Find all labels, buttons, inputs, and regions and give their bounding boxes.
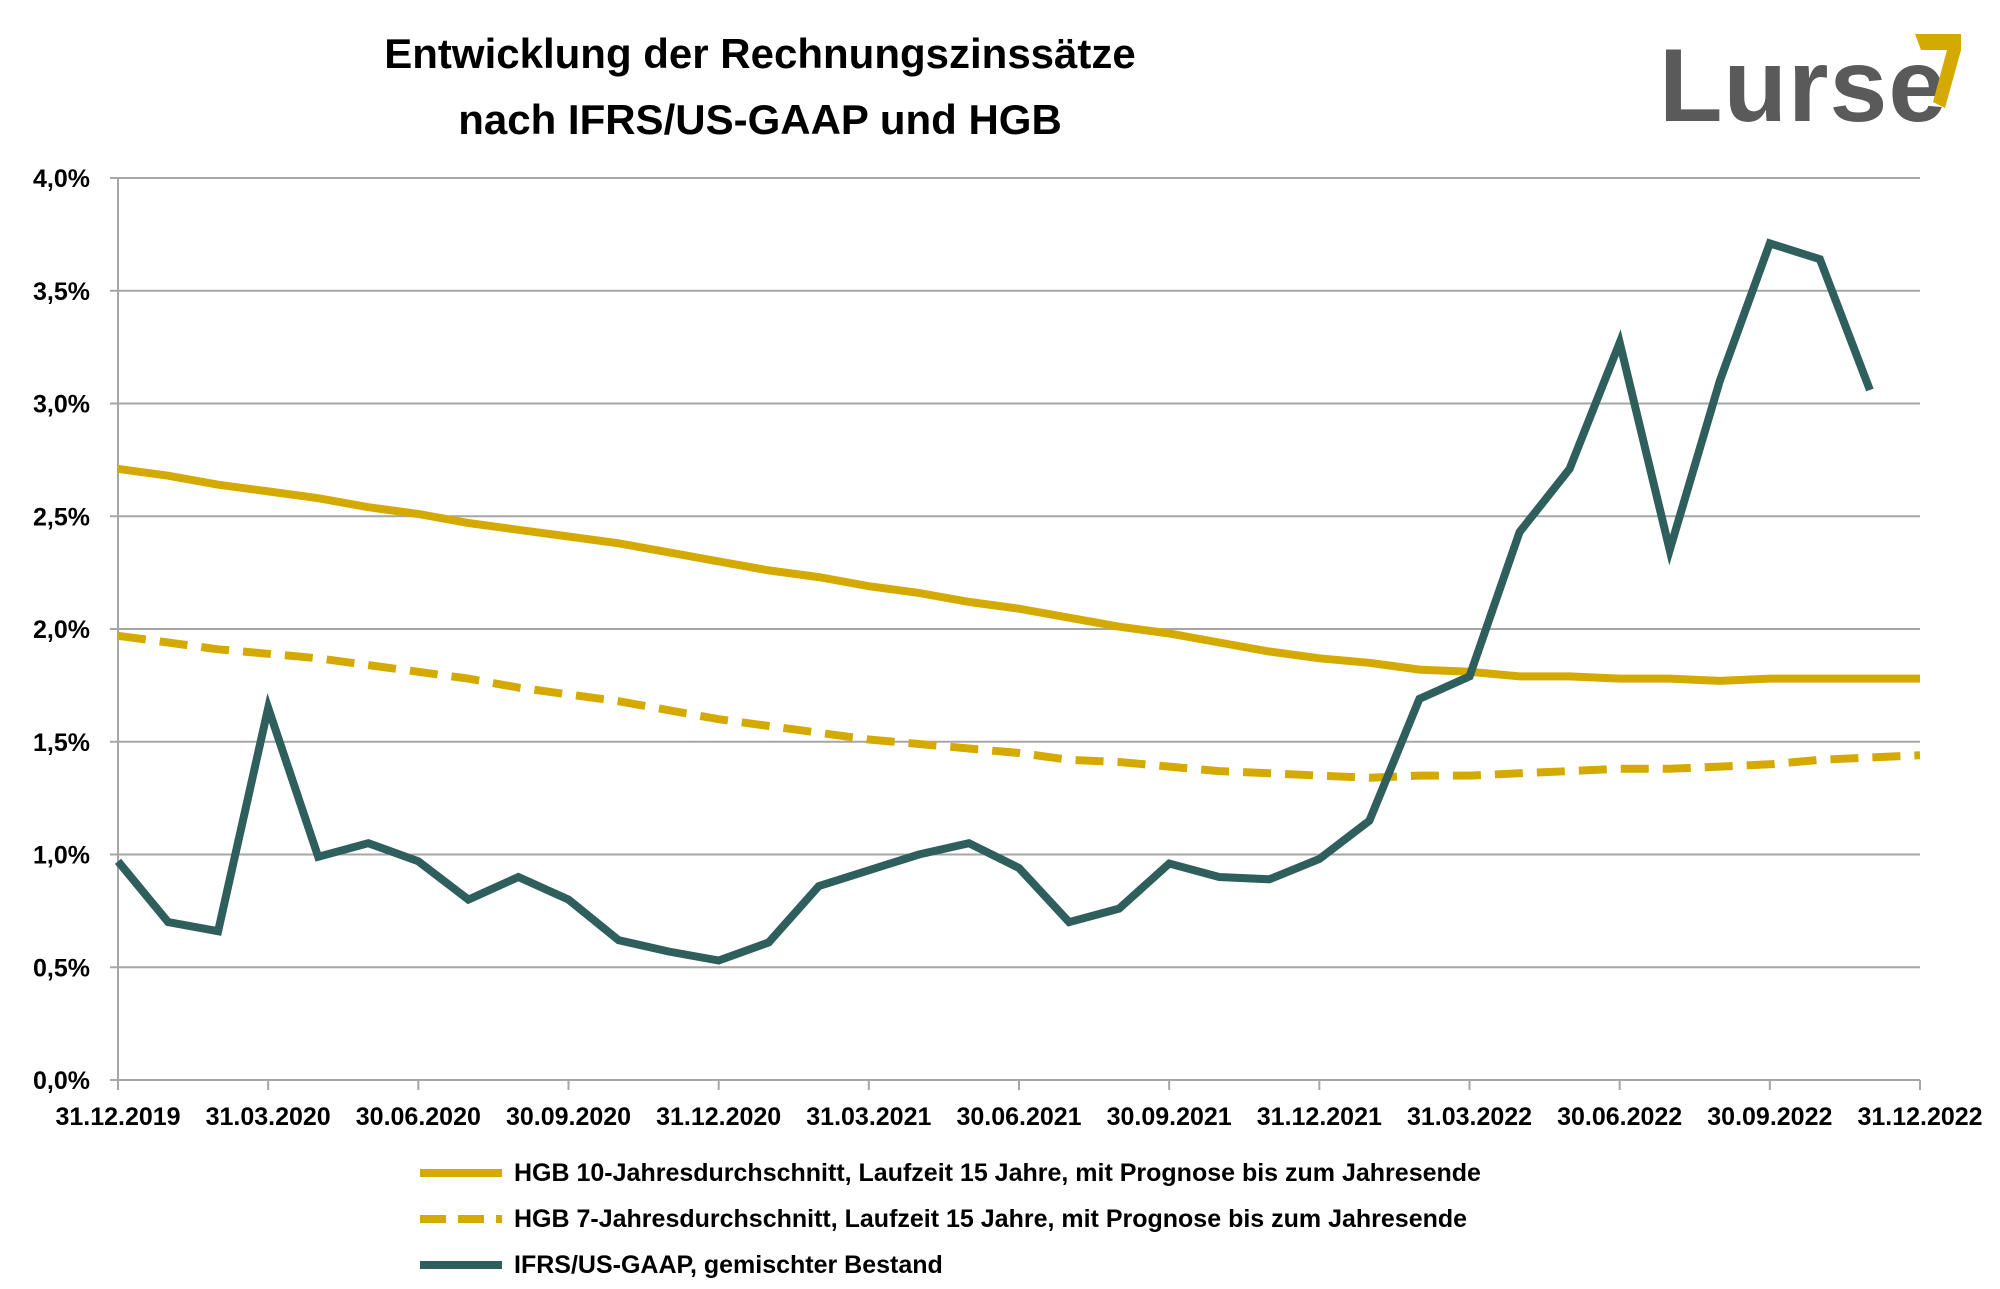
legend-label: HGB 10-Jahresdurchschnitt, Laufzeit 15 J… bbox=[514, 1158, 1481, 1187]
series-line-ifrs bbox=[114, 238, 1874, 965]
y-tick-label: 1,0% bbox=[33, 842, 90, 870]
y-tick-label: 1,5% bbox=[33, 729, 90, 757]
y-tick-label: 3,5% bbox=[33, 278, 90, 306]
series-line-hgb-7 bbox=[117, 631, 1921, 782]
x-tick-label: 30.06.2020 bbox=[356, 1103, 481, 1131]
x-tick-label: 31.12.2020 bbox=[656, 1103, 781, 1131]
chart-title-line-2: nach IFRS/US-GAAP und HGB bbox=[458, 96, 1062, 143]
x-tick-label: 31.03.2021 bbox=[806, 1103, 931, 1131]
y-tick-label: 0,5% bbox=[33, 954, 90, 982]
axes bbox=[110, 177, 1921, 1090]
y-tick-labels: 0,0% 0,5% 1,0% 1,5% 2,0% 2,5% 3,0% 3,5% 4,0% bbox=[33, 165, 90, 1095]
y-tick-label: 2,0% bbox=[33, 616, 90, 644]
logo-chevron-icon bbox=[1915, 34, 1961, 108]
x-tick-label: 30.06.2021 bbox=[956, 1103, 1081, 1131]
x-tick-label: 31.12.2021 bbox=[1257, 1103, 1382, 1131]
y-tick-label: 4,0% bbox=[33, 165, 90, 193]
legend-item-hgb-7: HGB 7-Jahresdurchschnitt, Laufzeit 15 Ja… bbox=[420, 1196, 1481, 1242]
x-tick-label: 31.03.2022 bbox=[1407, 1103, 1532, 1131]
chart-title-line-1: Entwicklung der Rechnungszinssätze bbox=[384, 30, 1136, 77]
y-tick-label: 0,0% bbox=[33, 1067, 90, 1095]
legend-item-ifrs: IFRS/US-GAAP, gemischter Bestand bbox=[420, 1242, 1481, 1288]
line-chart: 0,0% 0,5% 1,0% 1,5% 2,0% 2,5% 3,0% 3,5% 4,0% 31.… bbox=[33, 165, 1983, 1131]
series-line-hgb-10 bbox=[117, 464, 1920, 685]
x-tick-label: 31.03.2020 bbox=[206, 1103, 331, 1131]
legend: HGB 10-Jahresdurchschnitt, Laufzeit 15 J… bbox=[420, 1150, 1481, 1288]
y-tick-label: 3,0% bbox=[33, 391, 90, 419]
legend-swatch-solid-gold bbox=[420, 1169, 502, 1177]
x-tick-label: 30.09.2020 bbox=[506, 1103, 631, 1131]
series-lines bbox=[114, 238, 1921, 965]
legend-label: IFRS/US-GAAP, gemischter Bestand bbox=[514, 1250, 943, 1279]
x-tick-labels: 31.12.2019 31.03.2020 30.06.2020 30.09.2020… bbox=[55, 1103, 1982, 1131]
legend-swatch-solid-teal bbox=[420, 1261, 502, 1269]
x-tick-label: 30.09.2022 bbox=[1707, 1103, 1832, 1131]
x-tick-label: 30.09.2021 bbox=[1107, 1103, 1232, 1131]
logo-wordmark: Lurse bbox=[1659, 28, 1948, 144]
x-tick-label: 31.12.2019 bbox=[55, 1103, 180, 1131]
brand-logo: Lurse bbox=[1655, 30, 1975, 150]
x-tick-label: 30.06.2022 bbox=[1557, 1103, 1682, 1131]
legend-swatch-dashed-gold bbox=[420, 1215, 502, 1223]
legend-item-hgb-10: HGB 10-Jahresdurchschnitt, Laufzeit 15 J… bbox=[420, 1150, 1481, 1196]
x-tick-label: 31.12.2022 bbox=[1857, 1103, 1982, 1131]
y-tick-label: 2,5% bbox=[33, 503, 90, 531]
legend-label: HGB 7-Jahresdurchschnitt, Laufzeit 15 Ja… bbox=[514, 1204, 1468, 1233]
